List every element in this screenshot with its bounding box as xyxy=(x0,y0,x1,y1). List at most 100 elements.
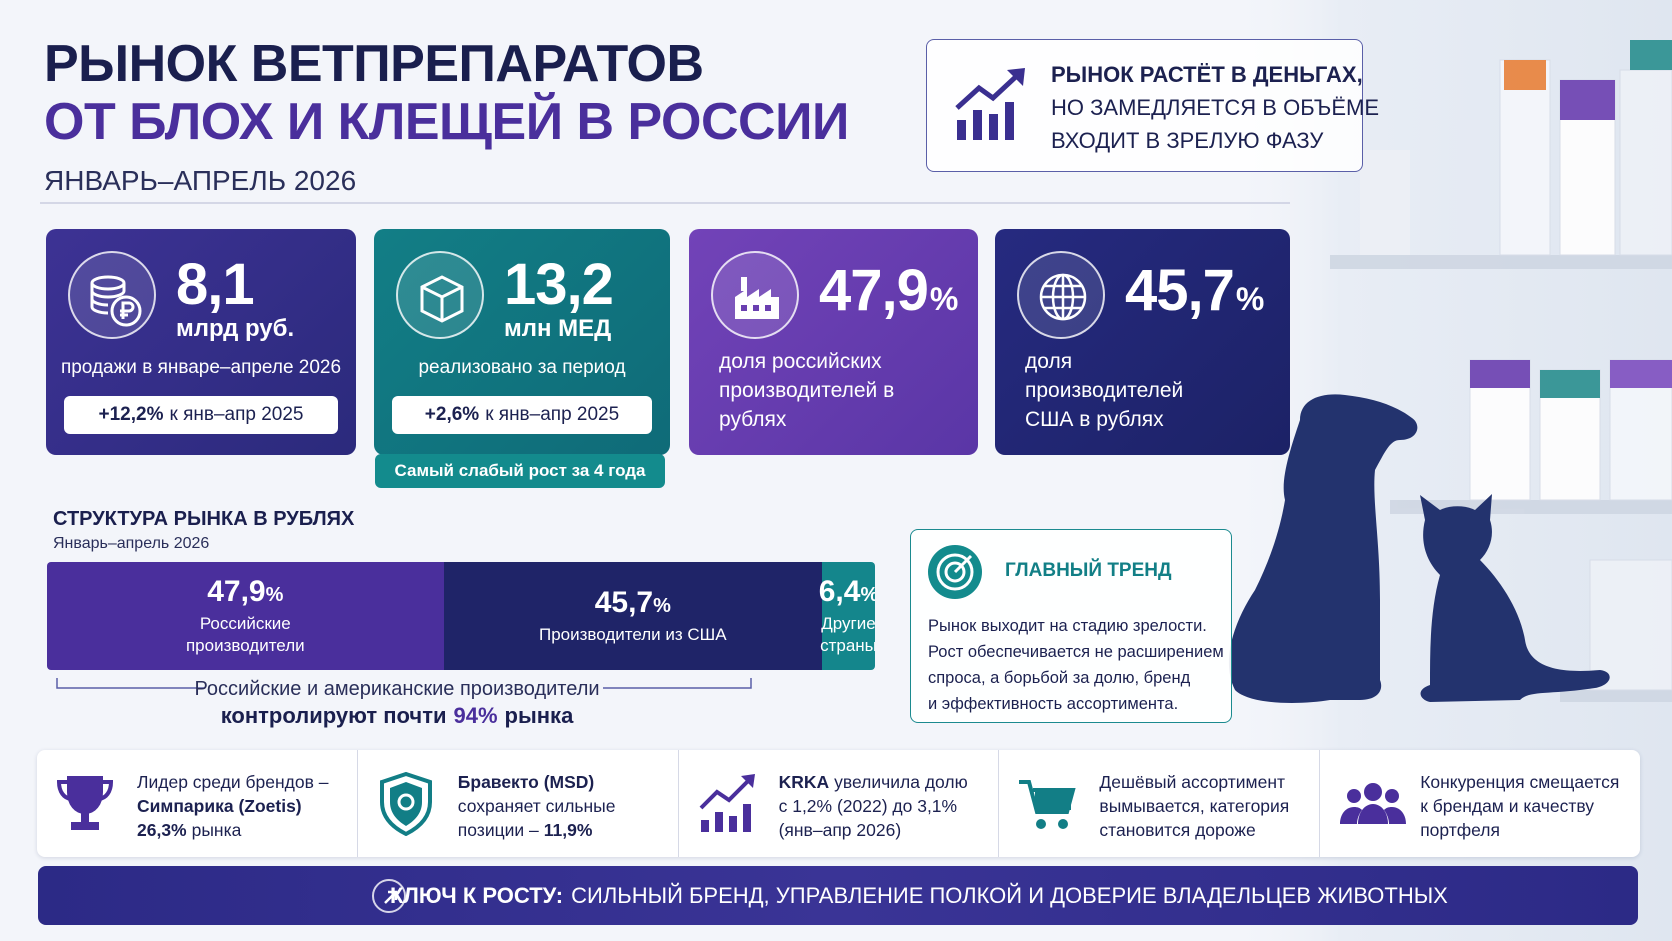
highlight-text: KRKA увеличила долю с 1,2% (2022) до 3,1%(… xyxy=(779,770,968,842)
kpi-unit: % xyxy=(1235,281,1264,317)
note: контролируют почти 94% рынка xyxy=(47,703,747,729)
kpi-change: +2,6% к янв–апр 2025 xyxy=(392,396,652,434)
title: ОТ БЛОХ И КЛЕЩЕЙ В РОССИИ xyxy=(44,93,849,151)
highlight-text: Бравекто (MSD) сохраняет сильные позиции –… xyxy=(458,770,616,842)
bar-segment: 6,4% Другие страны xyxy=(819,562,875,670)
title: РЫНОК ВЕТПРЕПАРАТОВ xyxy=(44,35,704,93)
trend-text: Рынок выходит на стадию зрелости. Рост об… xyxy=(928,613,1224,717)
highlight-line: Лидер среди брендов – xyxy=(137,770,328,794)
highlight-run: Лидер среди брендов – xyxy=(137,772,329,792)
structure-bar: 47,9% Российские производители 45,7% Произв… xyxy=(47,562,875,670)
highlight-run: сохраняет сильные xyxy=(457,796,616,816)
highlight-line: вымывается, категория xyxy=(1099,794,1289,818)
highlight-run: Конкуренция смещается xyxy=(1420,772,1620,792)
highlight-line: (янв–апр 2026) xyxy=(779,818,968,842)
kpi-unit: млн МЕД xyxy=(504,315,612,342)
trend-line: Рост обеспечивается не расширением xyxy=(928,643,1224,661)
trend-box: ГЛАВНЫЙ ТРЕНД Рынок выходит на стадию зр… xyxy=(910,529,1232,723)
segment-value: 45,7% xyxy=(595,586,671,620)
section-subtitle: Январь–апрель 2026 xyxy=(53,535,210,552)
note-text: контролируют почти xyxy=(220,703,447,728)
highlight-text: Конкуренция смещается к брендам и качеств… xyxy=(1420,770,1619,842)
trend-line: и эффективность ассортимента. xyxy=(928,695,1179,713)
highlight-line: KRKA увеличила долю xyxy=(779,770,968,794)
trend-line: спроса, а борьбой за долю, бренд xyxy=(928,669,1191,687)
kpi-card: 13,2 млн МЕД реализовано за период +2,6% к я… xyxy=(374,229,670,455)
highlight-line: Бравекто (MSD) xyxy=(458,770,616,794)
bar-segment: 47,9% Российские производители xyxy=(47,562,444,670)
icon xyxy=(379,772,432,836)
kpi-card: 8,1 млрд руб. продажи в январе–апреле 2026… xyxy=(46,229,356,455)
highlight: Дешёвый ассортимент вымывается, категория… xyxy=(999,750,1321,857)
segment-label: Российские производители xyxy=(185,614,305,655)
highlight-run: 11,9% xyxy=(543,820,593,840)
kpi-icon xyxy=(68,251,156,339)
kpi-description: доля российских производителей в рублях xyxy=(719,350,895,431)
segment-value-number: 6,4 xyxy=(818,575,861,608)
change-text: к янв–апр 2025 xyxy=(485,404,620,425)
highlight-run: Дешёвый ассортимент xyxy=(1099,772,1286,792)
note-text: рынка xyxy=(504,703,574,728)
highlight-line: с 1,2% (2022) до 3,1% xyxy=(779,794,968,818)
highlight-line: Симпарика (Zoetis) xyxy=(137,794,328,818)
kpi-value-row: 47,9% xyxy=(819,257,958,324)
headline-line: ВХОДИТ В ЗРЕЛУЮ ФАЗУ xyxy=(1051,128,1324,153)
highlight-line: Конкуренция смещается xyxy=(1420,770,1619,794)
highlight-run: увеличила долю xyxy=(834,772,968,792)
footer: КЛЮЧ К РОСТУ: СИЛЬНЫЙ БРЕНД, УПРАВЛЕНИЕ … xyxy=(38,866,1638,925)
kpi-change: +12,2% к янв–апр 2025 xyxy=(64,396,338,434)
highlight-run: портфеля xyxy=(1420,820,1500,840)
note-highlight: 94% xyxy=(453,703,498,728)
kpi-card: 47,9% доля российских производителей в ру… xyxy=(689,229,978,455)
segment-value: 47,9% xyxy=(207,575,283,609)
change-value: +12,2% xyxy=(98,404,164,425)
arrow-icon xyxy=(372,879,406,913)
highlight-line: позиции –11,9% xyxy=(458,818,616,842)
headline-box: РЫНОК РАСТЁТ В ДЕНЬГАХ, НО ЗАМЕДЛЯЕТСЯ В … xyxy=(926,39,1379,172)
kpi-value-row: 45,7% xyxy=(1125,257,1264,324)
trend-line: Рынок выходит на стадию зрелости. xyxy=(928,617,1207,635)
icon xyxy=(1019,780,1077,829)
change-text: к янв–апр 2025 xyxy=(169,404,304,425)
highlight-line: портфеля xyxy=(1420,818,1619,842)
headline-line: РЫНОК РАСТЁТ В ДЕНЬГАХ, xyxy=(1051,62,1363,87)
kpi-unit: млрд руб. xyxy=(176,315,295,342)
segment-unit: % xyxy=(653,595,671,617)
target-icon xyxy=(928,545,982,599)
highlight: Бравекто (MSD) сохраняет сильные позиции –… xyxy=(358,750,679,857)
kpi-unit: % xyxy=(929,281,958,317)
note: Российские и американские производители xyxy=(194,678,600,700)
highlight-run: становится дороже xyxy=(1099,820,1256,840)
kpi-card: 45,7% доля производителей США в рублях xyxy=(995,229,1290,455)
highlight-line: 26,3% рынка xyxy=(137,818,328,842)
headline-lines: РЫНОК РАСТЁТ В ДЕНЬГАХ, НО ЗАМЕДЛЯЕТСЯ В … xyxy=(1051,58,1379,157)
bracket xyxy=(56,678,752,689)
kpi-value: 8,1 xyxy=(176,252,255,317)
segment-unit: % xyxy=(265,584,284,606)
highlight-text: Лидер среди брендов – Симпарика (Zoetis) 2… xyxy=(137,770,328,842)
headline-line: НО ЗАМЕДЛЯЕТСЯ В ОБЪЁМЕ xyxy=(1051,95,1380,120)
kpi-icon xyxy=(396,251,484,339)
segment-value: 6,4% xyxy=(819,575,875,609)
highlight: Лидер среди брендов – Симпарика (Zoetis) 2… xyxy=(37,750,358,857)
highlight-run: рынка xyxy=(191,820,242,840)
footer-lead: КЛЮЧ К РОСТУ: xyxy=(390,882,564,908)
segment-label: Другие страны xyxy=(820,614,875,655)
kpi-badge: Самый слабый рост за 4 года xyxy=(375,454,665,488)
trend-title: ГЛАВНЫЙ ТРЕНД xyxy=(1005,560,1172,581)
highlight-line: Дешёвый ассортимент xyxy=(1099,770,1289,794)
period: ЯНВАРЬ–АПРЕЛЬ 2026 xyxy=(44,165,357,196)
bar-segment: 45,7% Производители из США xyxy=(443,562,822,670)
segment-value-number: 45,7 xyxy=(594,586,654,619)
highlight-run: с 1,2% (2022) до 3,1% xyxy=(778,796,958,816)
growth-icon xyxy=(955,68,1025,140)
kpi-description: реализовано за период xyxy=(418,357,626,378)
segment-unit: % xyxy=(860,584,875,606)
highlight-run: вымывается, категория xyxy=(1099,796,1290,816)
highlight-run: к брендам и качеству xyxy=(1420,796,1594,816)
highlight-line: к брендам и качеству xyxy=(1420,794,1619,818)
kpi-value: 47,9 xyxy=(819,258,929,323)
kpi-description: продажи в январе–апреле 2026 xyxy=(60,357,342,378)
highlight-run: позиции – xyxy=(457,820,539,840)
